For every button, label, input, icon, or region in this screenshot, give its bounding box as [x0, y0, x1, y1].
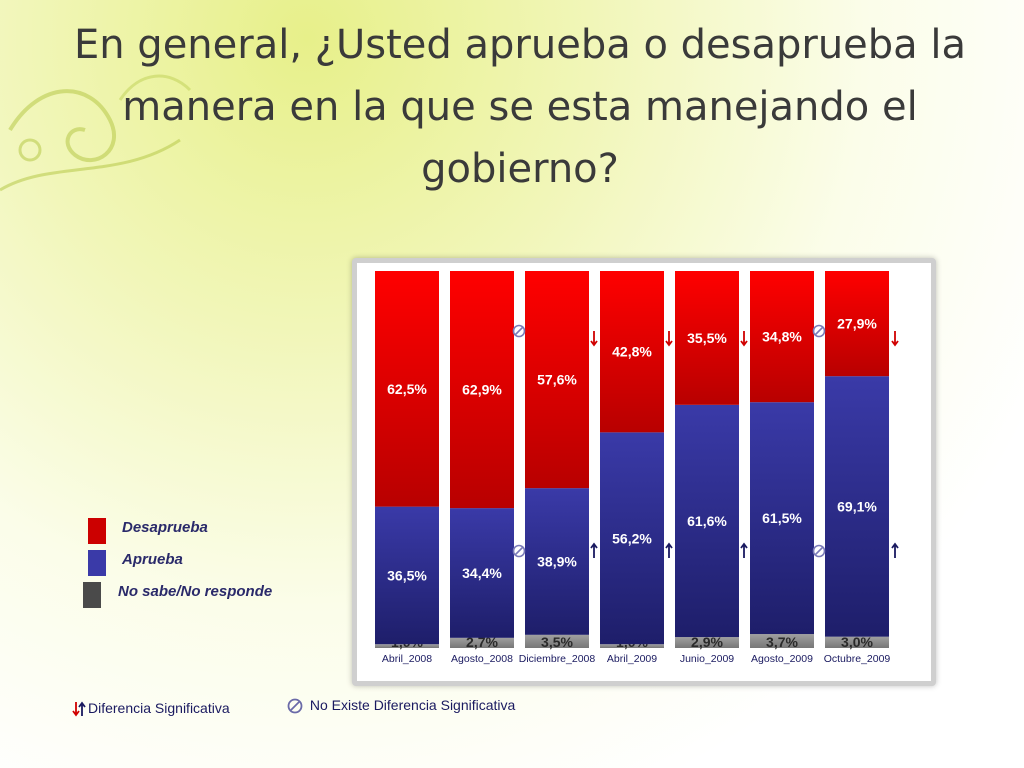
x-tick-label: Diciembre_2008 [519, 653, 596, 665]
arrow-up-icon [590, 542, 598, 558]
data-label: 2,9% [691, 634, 723, 650]
x-tick-label: Agosto_2008 [451, 653, 513, 665]
arrow-down-icon [590, 331, 598, 347]
bar-segment-no-sabe-no-responde [375, 644, 439, 648]
bar-segment-no-sabe-no-responde [525, 634, 589, 648]
bar-segment-desaprueba [675, 271, 739, 405]
legend-item-aprueba: Aprueba [88, 548, 328, 576]
bar-segment-desaprueba [825, 271, 889, 377]
bar-segment-desaprueba [750, 271, 814, 403]
no-difference-icon [812, 544, 826, 558]
bar-segment-aprueba [375, 506, 439, 645]
chart-frame: 1,0%36,5%62,5%Abril_20082,7%34,4%62,9%Ag… [352, 258, 936, 686]
data-label: 27,9% [837, 316, 877, 332]
bar-segment-aprueba [600, 432, 664, 645]
bar-segment-no-sabe-no-responde [450, 637, 514, 648]
x-tick-label: Agosto_2009 [751, 653, 813, 665]
data-label: 61,6% [687, 513, 727, 529]
bar-segment-aprueba [450, 508, 514, 638]
data-label: 34,8% [762, 329, 802, 345]
data-label: 3,0% [841, 634, 873, 650]
arrow-up-icon [665, 542, 673, 558]
x-tick-label: Octubre_2009 [824, 653, 891, 665]
bar-segment-desaprueba [375, 271, 439, 507]
up-down-arrows-icon [72, 701, 86, 717]
data-label: 38,9% [537, 553, 577, 569]
data-label: 3,5% [541, 634, 573, 650]
data-label: 56,2% [612, 530, 652, 546]
no-difference-icon [287, 698, 303, 714]
arrow-up-icon [740, 542, 748, 558]
data-label: 62,9% [462, 382, 502, 398]
legend-item-no-sabe: No sabe/No responde [83, 580, 328, 608]
legend-swatch-no-sabe [83, 582, 101, 608]
legend-item-desaprueba: Desaprueba [88, 516, 328, 544]
data-label: 3,7% [766, 634, 798, 650]
bar-segment-desaprueba [600, 271, 664, 433]
note-not-significant-label: No Existe Diferencia Significativa [309, 697, 516, 713]
page-title: En general, ¿Usted aprueba o desaprueba … [73, 22, 967, 192]
bar-segment-no-sabe-no-responde [750, 634, 814, 648]
bar-segment-aprueba [750, 402, 814, 635]
data-label: 34,4% [462, 565, 502, 581]
legend-label: Aprueba [122, 551, 183, 568]
arrow-down-icon [891, 331, 899, 347]
bar-segment-no-sabe-no-responde [600, 644, 664, 648]
data-label: 57,6% [537, 372, 577, 388]
note-significant-label: Diferencia Significativa [88, 700, 230, 716]
legend-label: No sabe/No responde [118, 583, 273, 600]
legend-swatch-aprueba [88, 550, 106, 576]
legend-swatch-desaprueba [88, 518, 106, 544]
no-difference-icon [512, 544, 526, 558]
note-not-significant: No Existe Diferencia Significativa [286, 697, 515, 715]
x-tick-label: Abril_2008 [382, 653, 432, 665]
floral-decoration [0, 74, 192, 192]
data-label: 35,5% [687, 330, 727, 346]
data-label: 2,7% [466, 634, 498, 650]
x-tick-label: Junio_2009 [680, 653, 734, 665]
data-label: 69,1% [837, 498, 877, 514]
arrow-down-icon [665, 331, 673, 347]
note-significant: Diferencia Significativa [72, 700, 230, 718]
no-difference-icon [512, 324, 526, 338]
bar-segment-desaprueba [450, 271, 514, 509]
data-label: 62,5% [387, 381, 427, 397]
stacked-bar-chart: 1,0%36,5%62,5%Abril_20082,7%34,4%62,9%Ag… [375, 271, 899, 665]
bar-segment-aprueba [825, 376, 889, 637]
data-label: 36,5% [387, 567, 427, 583]
data-label: 42,8% [612, 344, 652, 360]
data-label: 61,5% [762, 510, 802, 526]
arrow-up-icon [891, 542, 899, 558]
arrow-down-icon [740, 331, 748, 347]
bar-segment-aprueba [675, 404, 739, 638]
x-tick-label: Abril_2009 [607, 653, 657, 665]
bar-segment-no-sabe-no-responde [675, 637, 739, 648]
bar-segment-no-sabe-no-responde [825, 636, 889, 648]
no-difference-icon [812, 324, 826, 338]
bar-segment-aprueba [525, 488, 589, 635]
legend-label: Desaprueba [122, 519, 208, 536]
bar-segment-desaprueba [525, 271, 589, 489]
